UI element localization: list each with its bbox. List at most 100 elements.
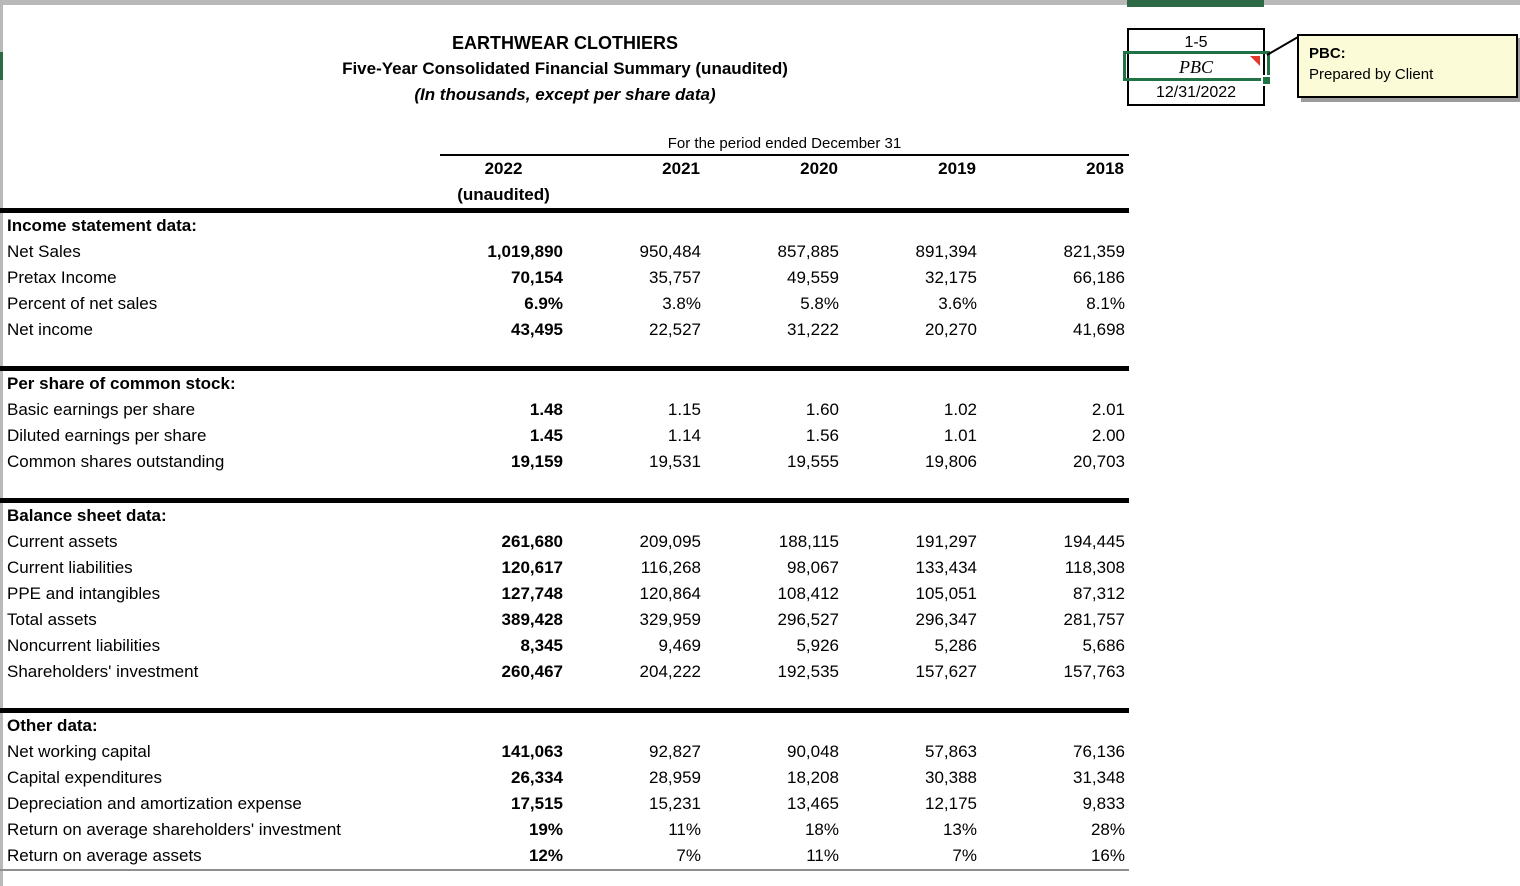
value-cell[interactable]: 133,434	[915, 558, 977, 577]
value-cell[interactable]: 261,680	[501, 532, 563, 551]
value-cell[interactable]: 18,208	[787, 768, 839, 787]
year-header-2020[interactable]: 2020	[800, 159, 838, 178]
value-cell[interactable]: 90,048	[787, 742, 839, 761]
value-cell[interactable]: 116,268	[640, 558, 701, 577]
year-header-2019[interactable]: 2019	[938, 159, 976, 178]
value-cell[interactable]: 3.6%	[938, 294, 977, 313]
value-cell[interactable]: 108,412	[777, 584, 839, 603]
value-cell[interactable]: 49,559	[787, 268, 839, 287]
date-cell[interactable]: 12/31/2022	[1155, 84, 1237, 101]
value-cell[interactable]: 105,051	[915, 584, 977, 603]
row-label[interactable]: Net working capital	[7, 742, 151, 761]
value-cell[interactable]: 28,959	[649, 768, 701, 787]
value-cell[interactable]: 12,175	[925, 794, 977, 813]
value-cell[interactable]: 1.02	[943, 400, 977, 419]
value-cell[interactable]: 13,465	[787, 794, 839, 813]
row-label[interactable]: Pretax Income	[7, 268, 117, 287]
row-label[interactable]: Net income	[7, 320, 93, 339]
value-cell[interactable]: 9,469	[658, 636, 701, 655]
value-cell[interactable]: 5,926	[796, 636, 839, 655]
value-cell[interactable]: 7%	[676, 846, 701, 865]
value-cell[interactable]: 17,515	[511, 794, 563, 813]
row-label[interactable]: Current liabilities	[7, 558, 133, 577]
value-cell[interactable]: 13%	[942, 820, 977, 839]
value-cell[interactable]: 43,495	[511, 320, 563, 339]
value-cell[interactable]: 8,345	[520, 636, 563, 655]
year-header-2018[interactable]: 2018	[1086, 159, 1124, 178]
row-label[interactable]: PPE and intangibles	[7, 584, 161, 603]
value-cell[interactable]: 5,286	[934, 636, 977, 655]
value-cell[interactable]: 1,019,890	[487, 242, 563, 261]
value-cell[interactable]: 41,698	[1073, 320, 1125, 339]
value-cell[interactable]: 891,394	[915, 242, 977, 261]
section-header[interactable]: Other data:	[7, 716, 98, 735]
row-label[interactable]: Return on average assets	[7, 846, 202, 865]
value-cell[interactable]: 28%	[1090, 820, 1125, 839]
value-cell[interactable]: 11%	[668, 820, 701, 839]
value-cell[interactable]: 70,154	[511, 268, 563, 287]
value-cell[interactable]: 204,222	[639, 662, 701, 681]
value-cell[interactable]: 30,388	[925, 768, 977, 787]
value-cell[interactable]: 31,348	[1073, 768, 1125, 787]
value-cell[interactable]: 22,527	[649, 320, 701, 339]
value-cell[interactable]: 19,531	[649, 452, 701, 471]
value-cell[interactable]: 19,806	[925, 452, 977, 471]
row-label[interactable]: Percent of net sales	[7, 294, 158, 313]
value-cell[interactable]: 98,067	[787, 558, 839, 577]
cell-selection-border[interactable]	[1123, 51, 1270, 81]
section-header[interactable]: Balance sheet data:	[7, 506, 167, 525]
value-cell[interactable]: 118,308	[1064, 558, 1125, 577]
value-cell[interactable]: 31,222	[787, 320, 839, 339]
value-cell[interactable]: 157,763	[1063, 662, 1125, 681]
value-cell[interactable]: 1.56	[805, 426, 839, 445]
value-cell[interactable]: 389,428	[501, 610, 563, 629]
comment-indicator-icon[interactable]	[1250, 56, 1260, 66]
value-cell[interactable]: 3.8%	[662, 294, 701, 313]
value-cell[interactable]: 950,484	[639, 242, 701, 261]
year-header-2022[interactable]: 2022	[484, 159, 523, 178]
value-cell[interactable]: 1.48	[529, 400, 563, 419]
row-label[interactable]: Capital expenditures	[7, 768, 162, 787]
fill-handle[interactable]	[1261, 75, 1272, 86]
value-cell[interactable]: 6.9%	[524, 294, 563, 313]
value-cell[interactable]: 32,175	[925, 268, 977, 287]
value-cell[interactable]: 92,827	[649, 742, 701, 761]
row-label[interactable]: Depreciation and amortization expense	[7, 794, 302, 813]
value-cell[interactable]: 16%	[1090, 846, 1125, 865]
value-cell[interactable]: 7%	[952, 846, 977, 865]
value-cell[interactable]: 19%	[528, 820, 563, 839]
value-cell[interactable]: 127,748	[501, 584, 563, 603]
value-cell[interactable]: 260,467	[501, 662, 563, 681]
workpaper-reference-cell[interactable]: 1-5	[1184, 34, 1208, 51]
value-cell[interactable]: 9,833	[1082, 794, 1125, 813]
value-cell[interactable]: 157,627	[915, 662, 977, 681]
value-cell[interactable]: 26,334	[511, 768, 563, 787]
value-cell[interactable]: 120,617	[501, 558, 563, 577]
value-cell[interactable]: 19,555	[787, 452, 839, 471]
value-cell[interactable]: 141,063	[501, 742, 563, 761]
value-cell[interactable]: 11%	[806, 846, 839, 865]
value-cell[interactable]: 5.8%	[800, 294, 839, 313]
value-cell[interactable]: 1.14	[667, 426, 701, 445]
value-cell[interactable]: 296,527	[777, 610, 839, 629]
value-cell[interactable]: 2.01	[1091, 400, 1125, 419]
value-cell[interactable]: 20,703	[1073, 452, 1125, 471]
row-label[interactable]: Common shares outstanding	[7, 452, 225, 471]
section-header[interactable]: Income statement data:	[7, 216, 197, 235]
value-cell[interactable]: 281,757	[1063, 610, 1125, 629]
value-cell[interactable]: 1.15	[667, 400, 701, 419]
value-cell[interactable]: 8.1%	[1086, 294, 1125, 313]
value-cell[interactable]: 857,885	[777, 242, 839, 261]
value-cell[interactable]: 120,864	[639, 584, 701, 603]
value-cell[interactable]: 1.01	[943, 426, 977, 445]
row-label[interactable]: Diluted earnings per share	[7, 426, 207, 445]
value-cell[interactable]: 12%	[528, 846, 563, 865]
row-label[interactable]: Current assets	[7, 532, 118, 551]
value-cell[interactable]: 2.00	[1091, 426, 1125, 445]
value-cell[interactable]: 57,863	[925, 742, 977, 761]
row-label[interactable]: Return on average shareholders' investme…	[7, 820, 341, 839]
value-cell[interactable]: 194,445	[1063, 532, 1125, 551]
value-cell[interactable]: 1.45	[529, 426, 563, 445]
row-label[interactable]: Basic earnings per share	[7, 400, 196, 419]
value-cell[interactable]: 5,686	[1082, 636, 1125, 655]
